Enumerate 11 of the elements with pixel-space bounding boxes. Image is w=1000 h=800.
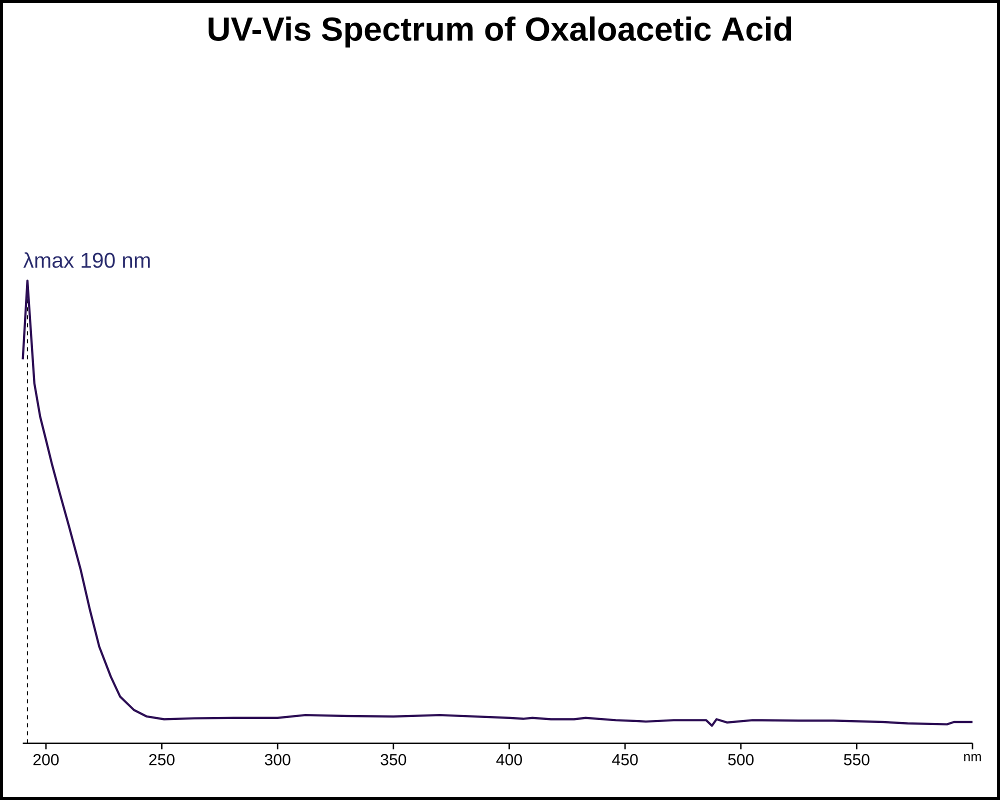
ref-line-label: λmax 190 nm	[23, 252, 150, 268]
x-tick-label: nm	[964, 754, 981, 762]
x-tick-label: 350	[380, 754, 406, 766]
x-tick-label: 550	[844, 754, 870, 766]
x-tick-label: 450	[612, 754, 638, 766]
x-tick-label: 250	[149, 754, 175, 766]
x-tick-label: 500	[728, 754, 754, 766]
chart-title: UV-Vis Spectrum of Oxaloacetic Acid	[208, 16, 792, 48]
x-tick-label: 200	[33, 754, 59, 766]
x-tick-label: 300	[264, 754, 290, 766]
x-tick-label: 400	[496, 754, 522, 766]
